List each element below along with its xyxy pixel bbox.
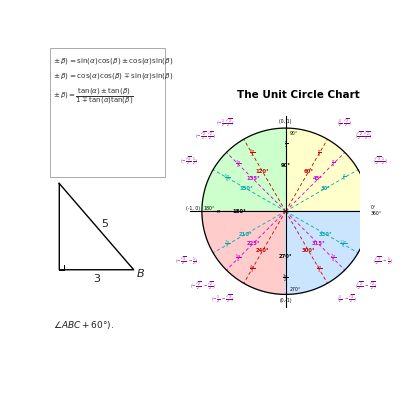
Text: $\frac{2\pi}{3}$: $\frac{2\pi}{3}$ <box>249 148 255 159</box>
Text: $\frac{\pi}{2}$: $\frac{\pi}{2}$ <box>284 140 288 150</box>
Text: $\pm\,\beta) = \cos(\alpha)\cos(\beta)\mp\sin(\alpha)\sin(\beta)$: $\pm\,\beta) = \cos(\alpha)\cos(\beta)\m… <box>53 71 174 81</box>
Text: $\frac{5\pi}{6}$: $\frac{5\pi}{6}$ <box>224 172 231 184</box>
Text: (0, 1): (0, 1) <box>279 119 292 124</box>
Text: 0°: 0° <box>371 205 376 210</box>
Text: 360°: 360° <box>371 211 382 216</box>
Text: (0,-1): (0,-1) <box>279 298 292 303</box>
Text: $\left(\frac{\sqrt{3}}{2},\frac{1}{2}\right)$: $\left(\frac{\sqrt{3}}{2},\frac{1}{2}\ri… <box>372 156 388 167</box>
Text: $\frac{4\pi}{3}$: $\frac{4\pi}{3}$ <box>249 263 255 275</box>
Polygon shape <box>202 128 286 211</box>
Text: $\left(-\frac{\sqrt{2}}{2},-\frac{\sqrt{2}}{2}\right)$: $\left(-\frac{\sqrt{2}}{2},-\frac{\sqrt{… <box>190 281 216 292</box>
Text: 240°: 240° <box>256 248 269 253</box>
Text: 60°: 60° <box>304 169 314 174</box>
Text: $\left(\frac{\sqrt{3}}{2},-\frac{1}{2}\right)$: $\left(\frac{\sqrt{3}}{2},-\frac{1}{2}\r… <box>372 256 392 267</box>
Text: $\left(\frac{\sqrt{2}}{2},\frac{\sqrt{2}}{2}\right)$: $\left(\frac{\sqrt{2}}{2},\frac{\sqrt{2}… <box>356 131 373 142</box>
Text: 270°: 270° <box>279 254 292 260</box>
Text: $\pi$: $\pi$ <box>216 208 221 215</box>
Text: $\left(\frac{1}{2},-\frac{\sqrt{3}}{2}\right)$: $\left(\frac{1}{2},-\frac{\sqrt{3}}{2}\r… <box>337 294 356 305</box>
Text: $\pm\,\beta) = \sin(\alpha)\cos(\beta)\pm\cos(\alpha)\sin(\beta)$: $\pm\,\beta) = \sin(\alpha)\cos(\beta)\p… <box>53 56 174 66</box>
Bar <box>50 48 165 177</box>
Text: $\frac{7\pi}{6}$: $\frac{7\pi}{6}$ <box>224 239 231 250</box>
Polygon shape <box>286 128 369 211</box>
Polygon shape <box>286 211 369 294</box>
Text: $\frac{3\pi}{2}$: $\frac{3\pi}{2}$ <box>282 272 289 284</box>
Text: 120°: 120° <box>256 169 269 174</box>
Text: $\left(-\frac{1}{2},-\frac{\sqrt{3}}{2}\right)$: $\left(-\frac{1}{2},-\frac{\sqrt{3}}{2}\… <box>211 294 234 305</box>
Text: 180°: 180° <box>233 209 246 214</box>
Text: $\frac{11\pi}{6}$: $\frac{11\pi}{6}$ <box>339 239 348 250</box>
Text: 90°: 90° <box>289 131 298 136</box>
Polygon shape <box>202 211 286 294</box>
Text: 90°: 90° <box>281 163 290 168</box>
Text: The Unit Circle Chart: The Unit Circle Chart <box>237 90 359 100</box>
Text: $\frac{5\pi}{4}$: $\frac{5\pi}{4}$ <box>235 252 241 264</box>
Text: 135°: 135° <box>246 176 260 181</box>
Text: 300°: 300° <box>302 248 315 253</box>
Text: (-1, 0): (-1, 0) <box>186 206 200 211</box>
Text: 315°: 315° <box>311 241 325 246</box>
Text: 150°: 150° <box>239 186 252 191</box>
Text: $\frac{5\pi}{3}$: $\frac{5\pi}{3}$ <box>316 263 322 275</box>
Text: 330°: 330° <box>319 232 332 237</box>
Text: $\left(-\frac{\sqrt{2}}{2},\frac{\sqrt{2}}{2}\right)$: $\left(-\frac{\sqrt{2}}{2},\frac{\sqrt{2… <box>195 131 216 142</box>
Text: $\left(\frac{\sqrt{2}}{2},-\frac{\sqrt{2}}{2}\right)$: $\left(\frac{\sqrt{2}}{2},-\frac{\sqrt{2… <box>356 281 378 292</box>
Text: $\frac{\pi}{6}$: $\frac{\pi}{6}$ <box>342 173 346 183</box>
Text: 45°: 45° <box>313 176 323 181</box>
Text: $\angle ABC + 60°).$: $\angle ABC + 60°).$ <box>53 319 114 331</box>
Text: 210°: 210° <box>239 232 252 237</box>
Text: 30°: 30° <box>320 186 330 191</box>
Text: $\frac{7\pi}{4}$: $\frac{7\pi}{4}$ <box>330 252 336 264</box>
Text: 180°: 180° <box>204 206 215 211</box>
Text: B: B <box>137 270 144 280</box>
Text: 5: 5 <box>101 218 108 228</box>
Text: 3: 3 <box>93 274 100 284</box>
Text: $\left(-\frac{\sqrt{3}}{2},\frac{1}{2}\right)$: $\left(-\frac{\sqrt{3}}{2},\frac{1}{2}\r… <box>180 156 199 167</box>
Text: $\frac{\pi}{3}$: $\frac{\pi}{3}$ <box>317 148 321 159</box>
Text: $\frac{3\pi}{4}$: $\frac{3\pi}{4}$ <box>235 158 241 170</box>
Text: $\frac{\pi}{4}$: $\frac{\pi}{4}$ <box>331 159 335 170</box>
Text: $\left(\frac{1}{2},\frac{\sqrt{3}}{2}\right)$: $\left(\frac{1}{2},\frac{\sqrt{3}}{2}\ri… <box>337 118 352 129</box>
Text: $\left(-\frac{\sqrt{3}}{2},-\frac{1}{2}\right)$: $\left(-\frac{\sqrt{3}}{2},-\frac{1}{2}\… <box>175 256 199 267</box>
Text: $\pm\,\beta) = \dfrac{\tan(\alpha)\pm\tan(\beta)}{1\mp\tan(\alpha)\tan(\beta)}$: $\pm\,\beta) = \dfrac{\tan(\alpha)\pm\ta… <box>53 86 134 106</box>
Text: 225°: 225° <box>246 241 260 246</box>
Text: $\left(-\frac{1}{2},\frac{\sqrt{3}}{2}\right)$: $\left(-\frac{1}{2},\frac{\sqrt{3}}{2}\r… <box>216 118 234 129</box>
Text: 270°: 270° <box>289 287 300 292</box>
